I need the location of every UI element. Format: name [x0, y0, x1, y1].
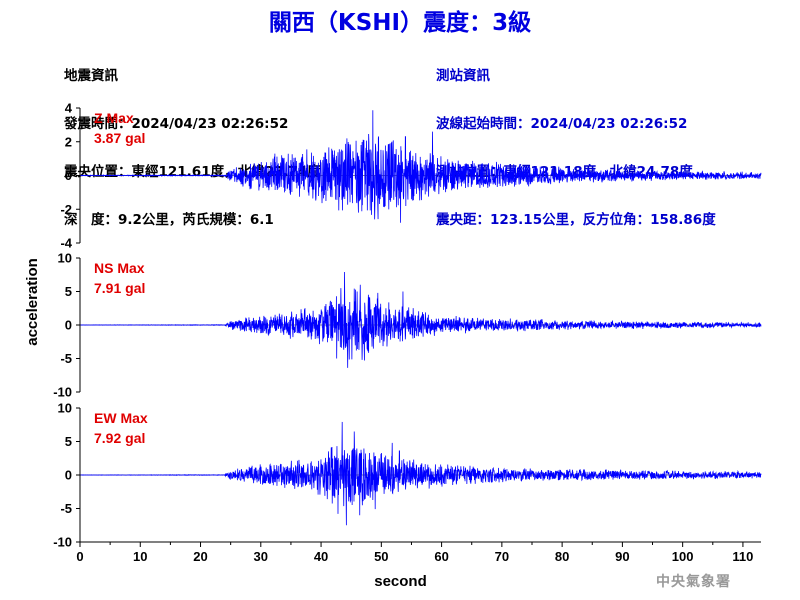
x-tick-label: 110 [732, 549, 753, 564]
ns-waveform-trace [79, 271, 762, 368]
quake-info-heading: 地震資訊 [64, 68, 118, 84]
ns-y-tick-label: -5 [60, 351, 72, 366]
x-tick-label: 30 [254, 549, 268, 564]
x-tick-label: 40 [314, 549, 328, 564]
z-waveform-trace [79, 110, 762, 223]
x-tick-label: 80 [555, 549, 569, 564]
quake-depth-magnitude: 深 度：9.2公里，芮氏規模：6.1 [64, 212, 274, 228]
ns-y-tick-label: 0 [65, 318, 72, 333]
ns-y-tick-label: -10 [53, 385, 72, 400]
x-tick-label: 70 [495, 549, 509, 564]
ew-y-tick-label: -5 [60, 501, 72, 516]
z-y-tick-label: -2 [60, 202, 72, 217]
z-y-tick-label: 0 [65, 168, 72, 183]
ew-max-value: 7.92 gal [94, 430, 145, 446]
z-max-label: Z Max [94, 110, 134, 126]
ew-waveform-trace [80, 421, 762, 526]
ew-y-tick-label: 5 [65, 434, 72, 449]
ew-y-tick-label: 10 [58, 401, 72, 416]
station-wave-start: 波線起始時間：2024/04/23 02:26:52 [436, 116, 688, 132]
z-y-tick-label: 4 [65, 101, 73, 116]
x-tick-label: 0 [76, 549, 83, 564]
quake-info-block: 地震資訊 發震時間：2024/04/23 02:26:52 震央位置：東經121… [64, 36, 321, 244]
ew-max-label: EW Max [94, 410, 148, 426]
station-distance: 震央距：123.15公里，反方位角：158.86度 [436, 212, 716, 228]
ns-y-tick-label: 10 [58, 251, 72, 266]
z-max-value: 3.87 gal [94, 130, 145, 146]
ew-y-tick-label: -10 [53, 535, 72, 550]
x-tick-label: 10 [133, 549, 147, 564]
x-tick-label: 60 [434, 549, 448, 564]
ns-max-label: NS Max [94, 260, 145, 276]
chart-title: 關西（KSHI）震度：3級 [268, 10, 532, 36]
agency-name: 中央氣象署 [656, 574, 731, 590]
x-axis-label: second [374, 573, 427, 590]
quake-origin-time: 發震時間：2024/04/23 02:26:52 [64, 116, 289, 132]
ns-y-tick-label: 5 [65, 284, 72, 299]
ew-y-tick-label: 0 [65, 468, 72, 483]
station-info-heading: 測站資訊 [436, 68, 490, 84]
x-tick-label: 50 [374, 549, 388, 564]
ns-max-value: 7.91 gal [94, 280, 145, 296]
x-tick-label: 100 [672, 549, 694, 564]
z-y-tick-label: -4 [60, 236, 72, 251]
y-axis-label: acceleration [24, 258, 41, 346]
x-tick-label: 90 [615, 549, 629, 564]
x-tick-label: 20 [193, 549, 207, 564]
z-y-tick-label: 2 [65, 134, 72, 149]
